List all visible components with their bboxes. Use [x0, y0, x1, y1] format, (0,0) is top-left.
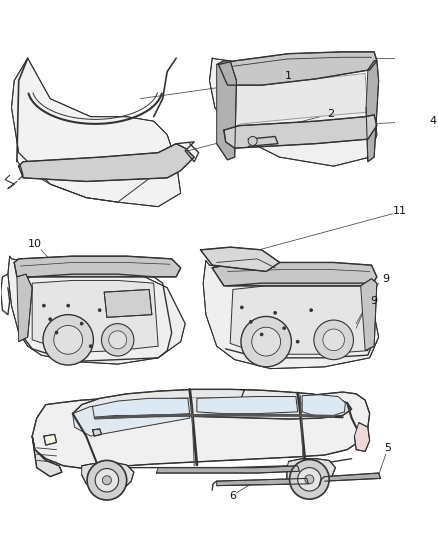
Polygon shape — [32, 280, 158, 352]
Polygon shape — [366, 61, 379, 161]
Circle shape — [49, 318, 52, 320]
Polygon shape — [11, 58, 181, 207]
Polygon shape — [82, 462, 134, 490]
Polygon shape — [302, 395, 346, 415]
Text: 10: 10 — [28, 239, 42, 249]
Circle shape — [87, 461, 127, 500]
Circle shape — [250, 320, 252, 323]
Circle shape — [80, 322, 83, 325]
Text: 11: 11 — [392, 206, 406, 216]
Polygon shape — [231, 74, 368, 127]
Polygon shape — [212, 262, 377, 286]
Circle shape — [252, 327, 281, 356]
Polygon shape — [230, 286, 368, 354]
Circle shape — [54, 326, 83, 354]
Circle shape — [240, 306, 243, 309]
Polygon shape — [19, 144, 194, 181]
Polygon shape — [217, 479, 308, 486]
Circle shape — [298, 467, 321, 491]
Polygon shape — [209, 58, 377, 166]
Circle shape — [274, 311, 276, 314]
Circle shape — [305, 475, 314, 484]
Circle shape — [248, 136, 257, 146]
Polygon shape — [73, 405, 190, 436]
Polygon shape — [92, 398, 190, 417]
Polygon shape — [219, 52, 377, 85]
Text: 2: 2 — [327, 109, 335, 119]
Polygon shape — [17, 274, 32, 342]
Polygon shape — [197, 397, 298, 414]
Text: 7: 7 — [238, 389, 245, 399]
Polygon shape — [201, 247, 280, 271]
Polygon shape — [287, 458, 336, 490]
Polygon shape — [32, 436, 62, 477]
Circle shape — [102, 476, 111, 484]
Circle shape — [42, 304, 45, 307]
Circle shape — [99, 309, 101, 311]
Circle shape — [297, 340, 299, 343]
Polygon shape — [32, 392, 370, 470]
Circle shape — [95, 469, 119, 492]
Polygon shape — [92, 429, 102, 436]
Circle shape — [43, 314, 93, 365]
Circle shape — [283, 327, 286, 329]
Text: 1: 1 — [285, 71, 292, 81]
Polygon shape — [203, 261, 379, 369]
Circle shape — [109, 331, 127, 349]
Polygon shape — [73, 389, 352, 419]
Circle shape — [67, 304, 70, 307]
Text: 6: 6 — [230, 491, 237, 502]
Polygon shape — [217, 61, 237, 160]
Circle shape — [55, 332, 58, 334]
Polygon shape — [8, 256, 185, 364]
Polygon shape — [354, 423, 370, 451]
Polygon shape — [14, 256, 181, 277]
Text: 5: 5 — [384, 443, 391, 453]
Circle shape — [323, 329, 344, 351]
Polygon shape — [44, 434, 57, 445]
Text: 9: 9 — [371, 296, 378, 306]
Circle shape — [241, 317, 291, 367]
Circle shape — [290, 459, 329, 499]
Polygon shape — [104, 289, 152, 317]
Circle shape — [260, 333, 263, 336]
Circle shape — [89, 345, 92, 348]
Circle shape — [102, 324, 134, 356]
Polygon shape — [325, 473, 381, 481]
Circle shape — [314, 320, 353, 360]
Polygon shape — [156, 466, 300, 473]
Circle shape — [310, 309, 313, 311]
Text: 4: 4 — [429, 116, 436, 126]
Polygon shape — [360, 279, 377, 351]
Text: 9: 9 — [382, 273, 389, 284]
Polygon shape — [224, 115, 377, 148]
